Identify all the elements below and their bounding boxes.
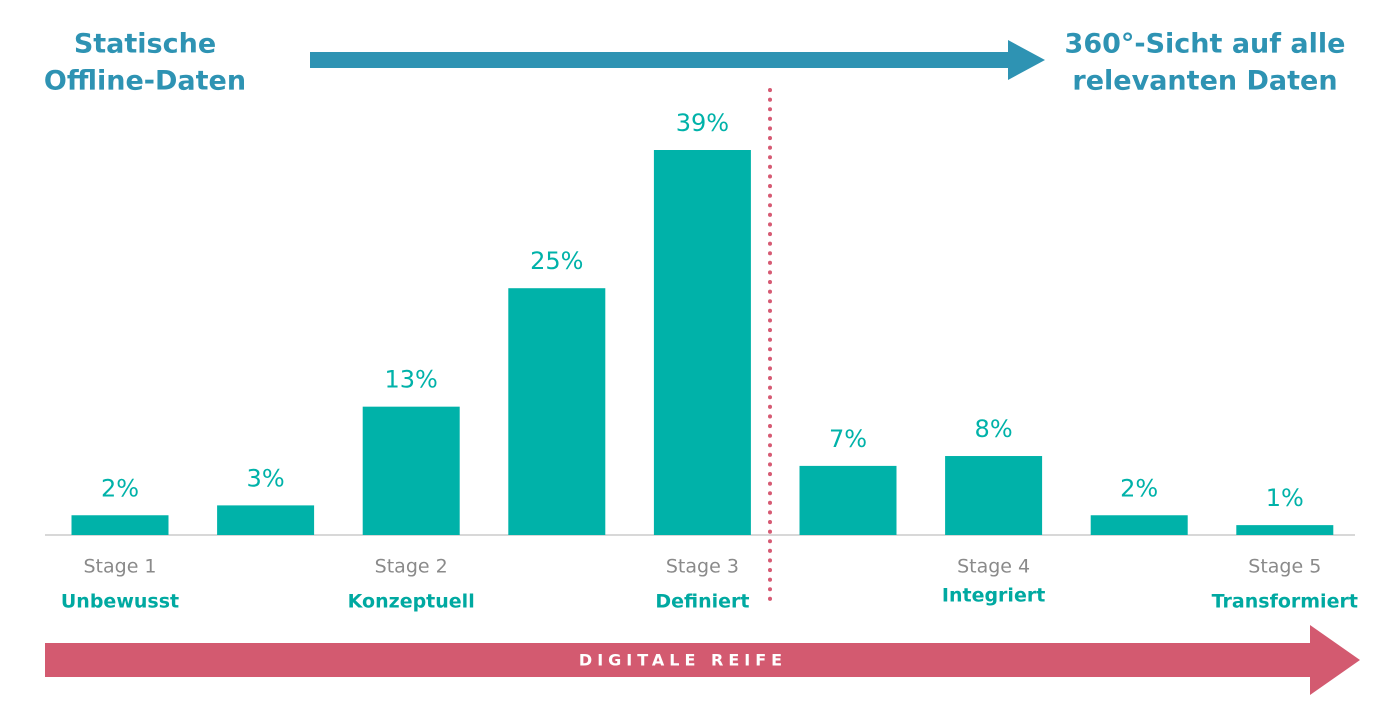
bar — [945, 456, 1043, 535]
stage-name: Unbewusst — [61, 591, 179, 613]
bar — [799, 465, 897, 535]
bar — [653, 150, 751, 535]
value-label: 2% — [1120, 474, 1158, 502]
value-label: 25% — [530, 247, 583, 275]
right-label: 360°-Sicht auf alle — [1065, 29, 1346, 60]
left-label: Statische — [74, 29, 216, 60]
bar — [1236, 525, 1334, 535]
value-label: 8% — [975, 415, 1013, 443]
bar — [508, 288, 606, 535]
value-label: 3% — [247, 464, 285, 492]
stage-name: Definiert — [655, 591, 749, 613]
x-tick-label: Stage 3 — [666, 556, 739, 578]
x-tick-label: Stage 2 — [375, 556, 448, 578]
x-tick-label: Stage 4 — [957, 556, 1030, 578]
left-label: Offline-Daten — [44, 66, 246, 97]
right-label: relevanten Daten — [1072, 66, 1337, 97]
value-label: 39% — [676, 109, 729, 137]
value-label: 2% — [101, 474, 139, 502]
bar — [362, 406, 460, 535]
bar — [1090, 515, 1188, 535]
bar — [217, 505, 315, 535]
stage-name: Integriert — [942, 585, 1045, 607]
stage-name: Transformiert — [1212, 591, 1358, 613]
top-arrow — [310, 40, 1045, 80]
value-label: 13% — [385, 366, 438, 394]
x-tick-label: Stage 5 — [1248, 556, 1321, 578]
value-label: 1% — [1266, 484, 1304, 512]
bottom-arrow — [45, 625, 1360, 695]
stage-name: Konzeptuell — [348, 591, 475, 613]
value-label: 7% — [829, 425, 867, 453]
bar — [71, 515, 169, 535]
bottom-label: DIGITALE REIFE — [579, 651, 787, 670]
x-tick-label: Stage 1 — [83, 556, 156, 578]
